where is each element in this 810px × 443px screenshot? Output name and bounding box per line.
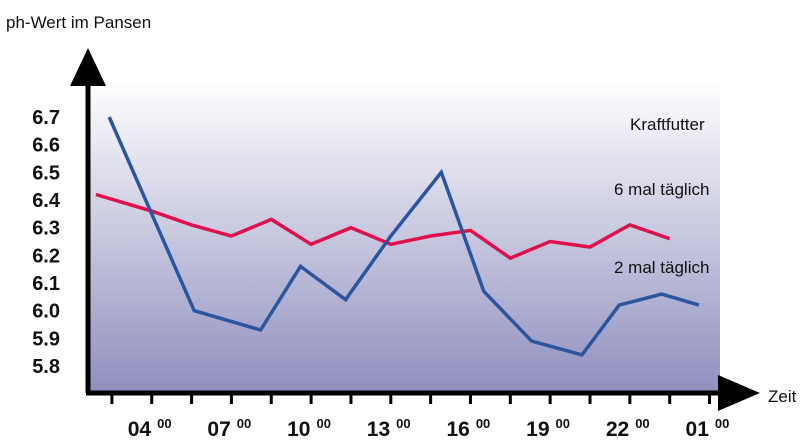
- annotation-2-mal: 2 mal täglich: [614, 258, 709, 277]
- x-tick-label: 07 00: [207, 416, 251, 441]
- y-tick-label: 6.7: [32, 107, 60, 129]
- y-tick-label: 6.1: [32, 273, 60, 295]
- y-tick-label: 6.5: [32, 162, 60, 184]
- x-tick-label: 04 00: [128, 416, 172, 441]
- y-axis-arrow-icon: [70, 48, 106, 86]
- x-tick-labels: 04 00 07 00 10 00 13 00 16 00 19 00 22 00 01 00: [128, 416, 730, 441]
- x-tick-marks: [110, 393, 712, 404]
- x-axis-arrow-icon: [718, 375, 760, 411]
- y-tick-labels: 6.7 6.6 6.5 6.4 6.3 6.2 6.1 6.0 5.9 5.8: [32, 107, 61, 378]
- annotation-6-mal: 6 mal täglich: [614, 180, 709, 199]
- series-line-2: [107, 116, 700, 357]
- x-tick-label: 13 00: [367, 416, 411, 441]
- y-axis-title: ph-Wert im Pansen: [6, 13, 151, 32]
- y-tick-label: 6.6: [32, 135, 60, 157]
- y-tick-label: 6.2: [32, 245, 60, 267]
- x-tick-label: 22 00: [606, 416, 650, 441]
- x-tick-label: 10 00: [287, 416, 331, 441]
- x-axis-title: Zeit: [768, 387, 797, 406]
- y-tick-label: 6.3: [32, 218, 60, 240]
- plot-background: [88, 80, 720, 393]
- y-tick-label: 6.0: [32, 301, 60, 323]
- x-tick-label: 01 00: [686, 416, 730, 441]
- y-tick-label: 5.8: [32, 356, 60, 378]
- x-tick-label: 19 00: [526, 416, 570, 441]
- x-tick-label: 16 00: [446, 416, 490, 441]
- annotation-kraftfutter: Kraftfutter: [630, 115, 705, 134]
- y-tick-label: 6.4: [32, 190, 61, 212]
- series-layer: [95, 116, 700, 357]
- series-line-1: [95, 192, 671, 261]
- y-tick-label: 5.9: [32, 328, 60, 350]
